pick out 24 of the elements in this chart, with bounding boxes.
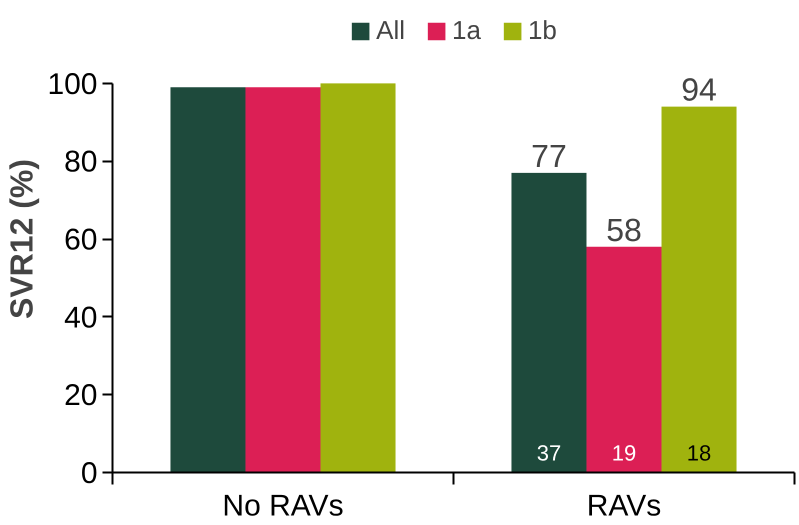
bar: [245, 87, 321, 472]
y-axis-title: SVR12 (%): [3, 158, 40, 320]
data-label: 94: [681, 72, 717, 108]
y-tick-label: 40: [64, 301, 98, 334]
bar: [511, 172, 586, 472]
bar: [662, 106, 737, 472]
bar: [320, 83, 396, 472]
annotation: 18: [686, 440, 712, 466]
x-tick-label: No RAVs: [222, 490, 344, 522]
y-tick-label: 100: [47, 68, 98, 101]
legend-label: All: [376, 15, 406, 46]
y-tick-label: 80: [64, 146, 98, 179]
annotation: 37: [536, 440, 562, 466]
x-tick-label: RAVs: [586, 490, 662, 522]
bar: [170, 87, 246, 472]
annotation: 19: [612, 440, 636, 466]
legend-label: 1b: [528, 15, 557, 46]
data-label: 77: [531, 138, 567, 174]
y-tick-label: 20: [64, 379, 98, 412]
bar: [586, 246, 662, 472]
y-tick-label: 0: [80, 457, 98, 490]
legend-label: 1a: [452, 15, 481, 46]
data-label: 58: [606, 212, 642, 248]
y-tick-label: 60: [64, 224, 98, 256]
